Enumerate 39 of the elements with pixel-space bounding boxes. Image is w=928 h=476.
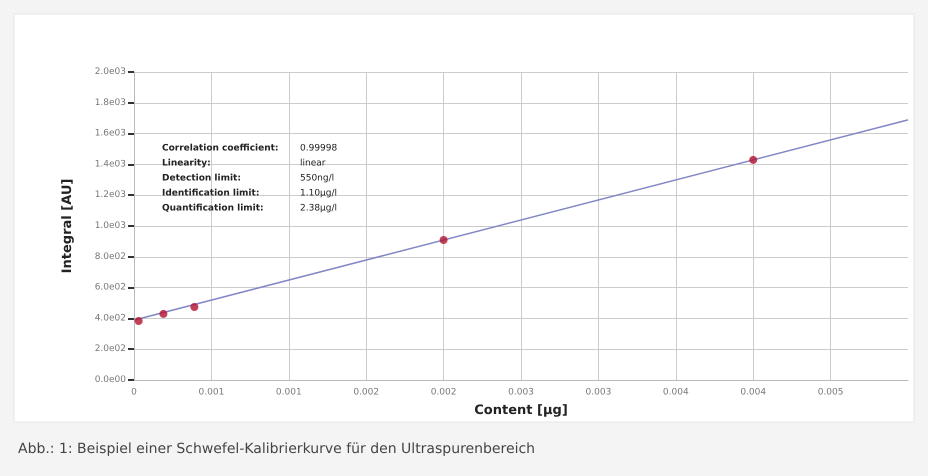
annotation: Identification limit: bbox=[162, 188, 260, 198]
annotation: 0.99998 bbox=[300, 144, 338, 154]
x-tick-label: 0.002 bbox=[353, 388, 380, 398]
annotation: linear bbox=[300, 158, 326, 168]
y-tick-label: 1.8e03 bbox=[94, 98, 126, 108]
point bbox=[190, 303, 198, 311]
y-tick-label: 6.0e02 bbox=[94, 282, 126, 293]
annotation: 1.10µg/l bbox=[300, 188, 338, 198]
y-tick-label: 4.0e02 bbox=[94, 313, 126, 324]
annotation: 550ng/l bbox=[300, 174, 334, 184]
y-tick-label: 8.0e02 bbox=[94, 252, 126, 262]
y-axis-title: Integral [AU] bbox=[60, 178, 75, 274]
y-tick-label: 1.4e03 bbox=[94, 159, 126, 170]
y-tick-label: 2.0e02 bbox=[94, 344, 126, 354]
x-tick-label: 0.003 bbox=[586, 388, 612, 398]
x-axis-title: Content [µg] bbox=[474, 403, 568, 418]
x-tick-label: 0.001 bbox=[276, 388, 302, 398]
point bbox=[440, 236, 448, 244]
point bbox=[134, 317, 143, 326]
y-tick-label: 0.0e00 bbox=[94, 375, 126, 385]
x-tick-label: 0.003 bbox=[508, 388, 534, 398]
point bbox=[749, 156, 758, 164]
y-tick-label: 1.6e03 bbox=[94, 128, 126, 139]
annotation: Quantification limit: bbox=[162, 204, 264, 214]
x-tick-label: 0 bbox=[131, 388, 138, 398]
x-tick-label: 0.001 bbox=[198, 388, 224, 398]
x-tick-label: 0.002 bbox=[430, 388, 456, 398]
annotation: Linearity: bbox=[162, 158, 211, 168]
y-tick-label: 1.0e03 bbox=[94, 221, 126, 231]
y-tick-label: 2.0e03 bbox=[94, 67, 126, 77]
text: Abb.: 1: Beispiel einer Schwefel-Kalibrierkurve für den Ultraspurenbereich bbox=[18, 441, 536, 457]
y-tick-label: 1.2e03 bbox=[94, 190, 126, 200]
x-tick-label: 0.004 bbox=[740, 388, 766, 398]
point bbox=[159, 310, 168, 318]
annotation: Correlation coefficient: bbox=[162, 144, 279, 154]
annotation: Detection limit: bbox=[162, 174, 241, 184]
x-tick-label: 0.005 bbox=[818, 388, 844, 398]
x-tick-label: 0.004 bbox=[662, 388, 689, 398]
annotation: 2.38µg/l bbox=[300, 204, 338, 214]
